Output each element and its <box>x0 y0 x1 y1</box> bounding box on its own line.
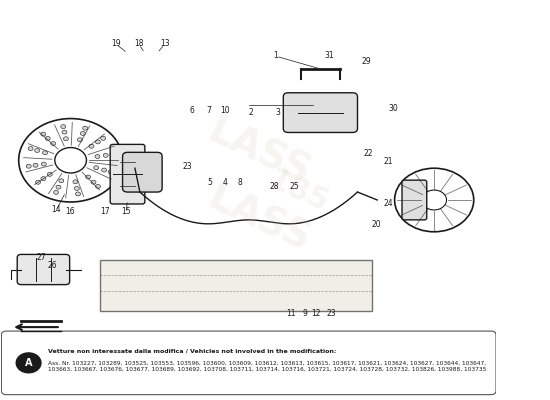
Circle shape <box>60 125 65 129</box>
FancyBboxPatch shape <box>123 152 162 192</box>
Circle shape <box>62 130 67 134</box>
Text: 14: 14 <box>51 206 60 214</box>
Circle shape <box>74 186 79 190</box>
Circle shape <box>108 170 113 174</box>
Circle shape <box>41 162 46 166</box>
Text: 22: 22 <box>364 149 373 158</box>
Polygon shape <box>100 260 372 311</box>
Circle shape <box>80 132 85 135</box>
Circle shape <box>42 151 47 155</box>
Circle shape <box>47 172 52 176</box>
Circle shape <box>82 126 87 130</box>
Circle shape <box>45 136 50 140</box>
Text: 26: 26 <box>47 261 57 270</box>
Circle shape <box>73 180 78 184</box>
Text: 11: 11 <box>286 309 295 318</box>
Text: 23: 23 <box>182 162 192 171</box>
Text: 8: 8 <box>238 178 242 187</box>
Circle shape <box>56 185 61 189</box>
Circle shape <box>35 148 40 152</box>
Text: 10: 10 <box>220 106 230 115</box>
Circle shape <box>75 192 80 196</box>
Text: 23: 23 <box>327 309 337 318</box>
Text: 2: 2 <box>249 108 254 117</box>
Text: 5: 5 <box>208 178 212 187</box>
Text: 19: 19 <box>111 38 121 48</box>
Circle shape <box>41 177 46 181</box>
Circle shape <box>59 179 64 183</box>
Circle shape <box>28 147 33 150</box>
Text: 24: 24 <box>383 200 393 208</box>
Circle shape <box>102 168 107 172</box>
FancyBboxPatch shape <box>110 144 145 204</box>
Circle shape <box>51 142 56 146</box>
Text: 28: 28 <box>270 182 279 190</box>
Circle shape <box>96 184 101 188</box>
Text: 185: 185 <box>263 166 333 219</box>
Circle shape <box>63 137 68 141</box>
Text: Ass. Nr. 103227, 103289, 103525, 103553, 103596, 103600, 103609, 103612, 103613,: Ass. Nr. 103227, 103289, 103525, 103553,… <box>48 361 487 372</box>
Text: 12: 12 <box>311 309 321 318</box>
Text: 9: 9 <box>302 309 307 318</box>
Circle shape <box>86 175 91 179</box>
Circle shape <box>103 153 108 157</box>
Text: Vetture non interessate dalla modifica / Vehicles not involved in the modificati: Vetture non interessate dalla modifica /… <box>48 349 337 354</box>
Circle shape <box>96 140 101 144</box>
Circle shape <box>91 180 96 184</box>
Text: LASS: LASS <box>201 180 316 260</box>
Circle shape <box>36 180 41 184</box>
Circle shape <box>33 163 38 167</box>
Text: 7: 7 <box>207 106 212 115</box>
FancyBboxPatch shape <box>283 93 358 132</box>
Text: 29: 29 <box>361 57 371 66</box>
Text: 21: 21 <box>383 156 393 166</box>
Text: 30: 30 <box>389 104 399 113</box>
Text: 13: 13 <box>160 38 169 48</box>
Text: 25: 25 <box>289 182 299 190</box>
Text: 15: 15 <box>121 208 131 216</box>
FancyBboxPatch shape <box>17 254 70 285</box>
Circle shape <box>53 190 58 194</box>
Text: 27: 27 <box>36 253 46 262</box>
Text: 1: 1 <box>273 50 278 60</box>
Circle shape <box>26 164 31 168</box>
Text: 6: 6 <box>189 106 194 115</box>
Text: LASS: LASS <box>201 112 316 193</box>
Text: 31: 31 <box>324 50 334 60</box>
Circle shape <box>89 144 94 148</box>
Circle shape <box>78 138 82 142</box>
Text: 16: 16 <box>65 208 74 216</box>
Text: 20: 20 <box>371 220 381 229</box>
Circle shape <box>94 166 98 170</box>
Circle shape <box>95 154 100 158</box>
Circle shape <box>16 353 41 373</box>
Circle shape <box>110 152 115 156</box>
Circle shape <box>41 132 46 136</box>
Circle shape <box>101 136 106 140</box>
Text: A: A <box>25 358 32 368</box>
Text: 17: 17 <box>101 208 110 216</box>
Text: 3: 3 <box>275 108 280 117</box>
FancyBboxPatch shape <box>402 180 427 220</box>
Text: 4: 4 <box>223 178 227 187</box>
Text: 18: 18 <box>134 38 144 48</box>
